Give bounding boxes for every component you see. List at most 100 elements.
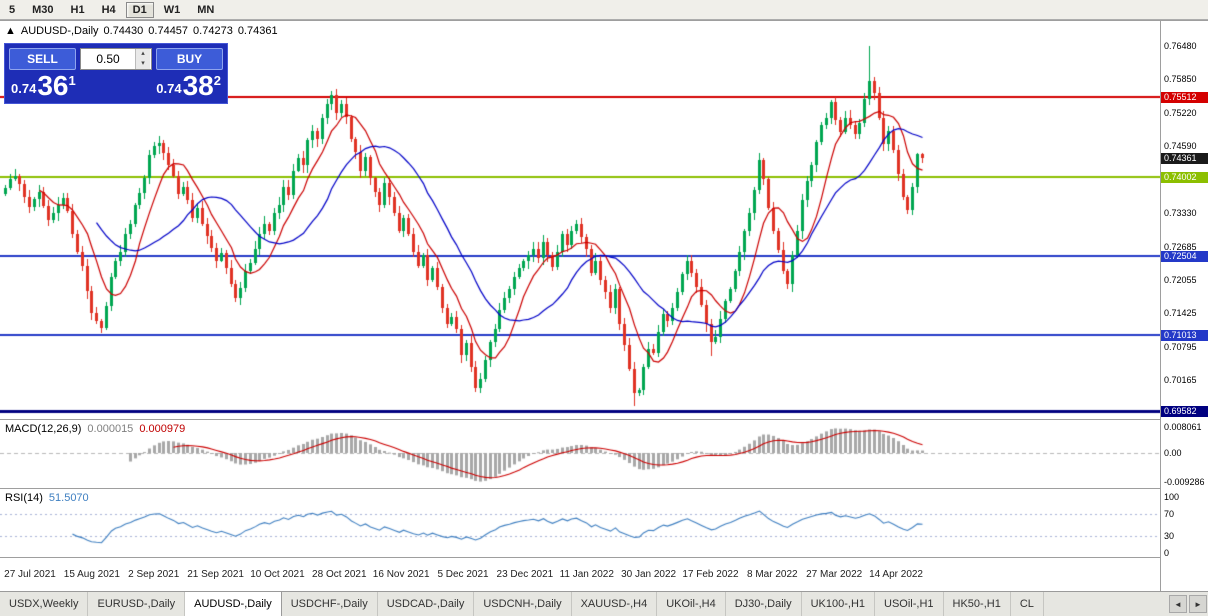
chart-tabs-bar: USDX,Weekly EURUSD-,Daily AUDUSD-,Daily USD… xyxy=(0,591,1208,616)
macd-canvas[interactable] xyxy=(0,420,1160,488)
price-scale-label: 0.71425 xyxy=(1164,308,1197,318)
price-scale-label: 0.70165 xyxy=(1164,375,1197,385)
buy-price-display[interactable]: 0.74 38 2 xyxy=(156,70,221,101)
sell-price-sup: 1 xyxy=(68,73,76,88)
chart-tab[interactable]: USDCHF-,Daily xyxy=(282,592,378,616)
ohlc-close: 0.74361 xyxy=(237,25,278,37)
price-scale-label: 0.72685 xyxy=(1164,242,1197,252)
rsi-canvas[interactable] xyxy=(0,489,1160,557)
chart-tab[interactable]: UKOil-,H4 xyxy=(657,592,726,616)
date-label: 15 Aug 2021 xyxy=(63,569,120,580)
chart-tab[interactable]: CL xyxy=(1011,592,1044,616)
chart-tab[interactable]: HK50-,H1 xyxy=(944,592,1011,616)
buy-price-big: 38 xyxy=(182,70,214,101)
sell-button[interactable]: SELL xyxy=(9,48,76,70)
price-scale-label: 0.73330 xyxy=(1164,208,1197,218)
date-label: 27 Jul 2021 xyxy=(4,569,56,580)
macd-axis-label: 0.00 xyxy=(1164,448,1182,458)
macd-header: MACD(12,26,9) 0.000015 0.000979 xyxy=(5,423,185,435)
price-axis[interactable]: 0.76480 0.75850 0.75512 0.75220 0.74590 0.743… xyxy=(1161,21,1208,591)
date-label: 11 Jan 2022 xyxy=(559,569,614,580)
price-level-tag: 0.75512 xyxy=(1161,92,1208,103)
price-level-tag: 0.74002 xyxy=(1161,172,1208,183)
price-scale-label: 0.70795 xyxy=(1164,342,1197,352)
panel-separator[interactable] xyxy=(0,419,1208,420)
timeframe-button-mn[interactable]: MN xyxy=(197,3,215,16)
panel-separator xyxy=(0,20,1208,21)
price-axis-separator xyxy=(1160,21,1161,591)
chart-tab[interactable]: XAUUSD-,H4 xyxy=(572,592,658,616)
lot-size-box: ▴ ▾ xyxy=(80,48,152,70)
price-level-tag: 0.71013 xyxy=(1161,330,1208,341)
macd-title: MACD(12,26,9) xyxy=(5,423,82,435)
price-level-tag: 0.72504 xyxy=(1161,251,1208,262)
macd-axis-label: -0.009286 xyxy=(1164,477,1205,487)
buy-button[interactable]: BUY xyxy=(156,48,223,70)
macd-main-value: 0.000015 xyxy=(87,423,134,435)
chart-ohlc-header: ▲ AUDUSD-,Daily 0.74430 0.74457 0.74273 0.743… xyxy=(5,25,283,37)
ohlc-low: 0.74273 xyxy=(193,25,233,37)
date-label: 28 Oct 2021 xyxy=(312,569,367,580)
rsi-value: 51.5070 xyxy=(48,492,89,504)
chart-tab[interactable]: USDX,Weekly xyxy=(0,592,89,616)
ohlc-high: 0.74457 xyxy=(148,25,189,37)
chart-tabs: USDX,Weekly EURUSD-,Daily AUDUSD-,Daily USD… xyxy=(0,592,1044,616)
tabs-scroll-left-button[interactable]: ◄ xyxy=(1169,595,1187,613)
timeframe-button-m30[interactable]: M30 xyxy=(32,3,54,16)
timeframe-toolbar: 5 M30 H1 H4 D1 W1 MN xyxy=(0,0,1208,20)
sell-price-big: 36 xyxy=(37,70,69,101)
tabs-navigation: ◄ ► xyxy=(1168,592,1208,616)
chart-tab[interactable]: USDCNH-,Daily xyxy=(474,592,572,616)
macd-signal-value: 0.000979 xyxy=(139,423,186,435)
lot-decrease-icon[interactable]: ▾ xyxy=(136,59,150,69)
chart-tab[interactable]: AUDUSD-,Daily xyxy=(185,592,282,616)
one-click-collapse-icon[interactable]: ▲ xyxy=(5,25,16,37)
rsi-panel: RSI(14) 51.5070 xyxy=(0,489,1160,557)
timeframe-button-5[interactable]: 5 xyxy=(9,3,16,16)
rsi-axis-label: 0 xyxy=(1164,548,1170,558)
date-label: 8 Mar 2022 xyxy=(747,569,798,580)
chart-tab[interactable]: EURUSD-,Daily xyxy=(88,592,186,616)
price-level-tag: 0.74361 xyxy=(1161,153,1208,164)
panel-separator xyxy=(0,557,1208,558)
macd-panel: MACD(12,26,9) 0.000015 0.000979 xyxy=(0,420,1160,488)
lot-size-input[interactable] xyxy=(81,49,135,69)
chart-tab[interactable]: USOil-,H1 xyxy=(875,592,944,616)
date-label: 27 Mar 2022 xyxy=(806,569,863,580)
lot-increase-icon[interactable]: ▴ xyxy=(136,49,150,59)
timeframe-button-h4[interactable]: H4 xyxy=(101,3,116,16)
ohlc-open: 0.74430 xyxy=(103,25,144,37)
price-scale-label: 0.74590 xyxy=(1164,141,1197,151)
price-scale-label: 0.75220 xyxy=(1164,108,1197,118)
chart-tab[interactable]: UK100-,H1 xyxy=(802,592,876,616)
date-label: 5 Dec 2021 xyxy=(437,569,489,580)
price-scale-label: 0.72055 xyxy=(1164,275,1197,285)
time-axis[interactable]: 27 Jul 2021 15 Aug 2021 2 Sep 2021 21 Sep 2… xyxy=(0,558,1160,591)
timeframe-button-w1[interactable]: W1 xyxy=(163,3,181,16)
price-level-tag: 0.69582 xyxy=(1161,406,1208,417)
sell-price-small: 0.74 xyxy=(11,81,37,96)
panel-separator[interactable] xyxy=(0,488,1208,489)
date-label: 10 Oct 2021 xyxy=(250,569,305,580)
rsi-axis-label: 70 xyxy=(1164,509,1175,519)
date-label: 21 Sep 2021 xyxy=(187,569,244,580)
date-label: 17 Feb 2022 xyxy=(682,569,739,580)
date-label: 16 Nov 2021 xyxy=(372,569,430,580)
date-label: 23 Dec 2021 xyxy=(496,569,554,580)
price-chart-panel: ▲ AUDUSD-,Daily 0.74430 0.74457 0.74273 0.743… xyxy=(0,21,1160,419)
chart-symbol-label: AUDUSD-,Daily xyxy=(20,25,99,37)
buy-price-sup: 2 xyxy=(213,73,221,88)
chart-tab[interactable]: DJ30-,Daily xyxy=(726,592,802,616)
timeframe-button-h1[interactable]: H1 xyxy=(70,3,85,16)
sell-price-display[interactable]: 0.74 36 1 xyxy=(11,70,76,101)
date-label: 2 Sep 2021 xyxy=(128,569,180,580)
rsi-header: RSI(14) 51.5070 xyxy=(5,492,89,504)
date-label: 30 Jan 2022 xyxy=(621,569,677,580)
timeframe-button-d1[interactable]: D1 xyxy=(125,1,154,18)
macd-axis-label: 0.008061 xyxy=(1164,422,1202,432)
price-scale-label: 0.75850 xyxy=(1164,74,1197,84)
chart-tab[interactable]: USDCAD-,Daily xyxy=(378,592,475,616)
tabs-scroll-right-button[interactable]: ► xyxy=(1189,595,1207,613)
